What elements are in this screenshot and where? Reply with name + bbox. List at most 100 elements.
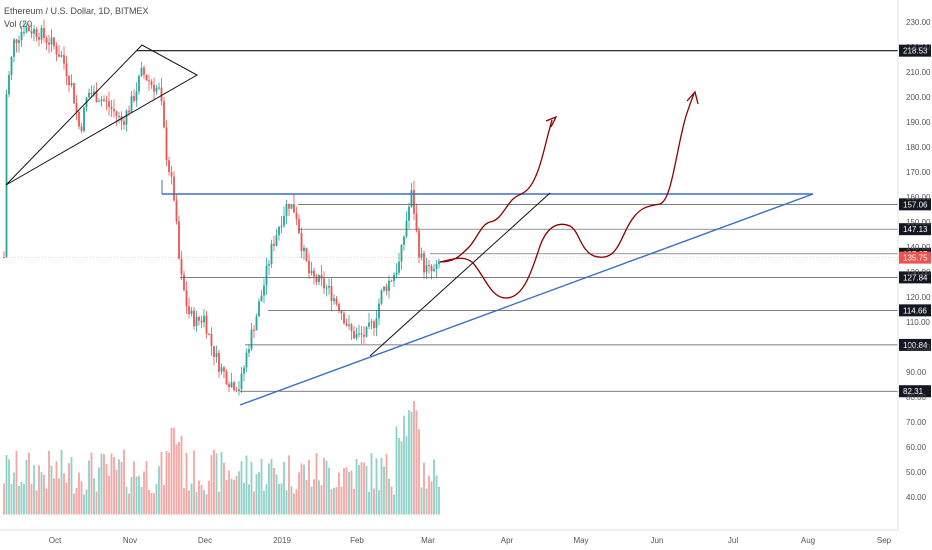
time-tick-label: Jun	[651, 536, 664, 545]
volume-bar	[8, 459, 10, 515]
candle-body	[173, 176, 175, 201]
candle-body	[250, 329, 253, 350]
candle-body	[433, 268, 435, 272]
candle-body	[65, 63, 68, 77]
candle-body	[5, 94, 8, 258]
candle-body	[395, 272, 398, 275]
volume-bar	[233, 479, 235, 515]
candle-body	[193, 310, 195, 327]
projection-arrowhead-long	[686, 90, 699, 105]
volume-bar	[355, 459, 358, 515]
volume-bar	[5, 454, 8, 515]
volume-bar	[373, 488, 375, 515]
volume-bar	[368, 491, 370, 515]
candle-body	[325, 287, 328, 289]
volume-bar	[353, 488, 355, 515]
volume-bar	[358, 464, 360, 515]
candle-body	[345, 323, 348, 326]
volume-bar	[300, 463, 303, 515]
candle-body	[303, 247, 305, 252]
volume-bar	[125, 486, 128, 515]
time-tick-label: 2019	[273, 536, 291, 545]
candle-body	[298, 219, 300, 234]
candle-body	[300, 233, 303, 252]
volume-bar	[388, 478, 390, 515]
volume-bar	[408, 410, 410, 515]
price-tick-label: 190.00	[906, 118, 931, 127]
volume-bar	[288, 455, 290, 515]
candle-body	[360, 333, 363, 335]
volume-bar	[228, 470, 230, 515]
candle-body	[358, 333, 360, 335]
candle-body	[240, 373, 243, 390]
candle-body	[348, 324, 350, 326]
volume-bar	[325, 460, 328, 515]
price-level-tag	[899, 44, 931, 57]
price-tick-label: 40.00	[906, 493, 927, 502]
volume-bar	[295, 489, 298, 515]
volume-bar	[80, 481, 83, 515]
volume-bar	[390, 486, 393, 515]
candle-body	[188, 306, 190, 315]
volume-bar	[153, 493, 155, 515]
volume-bar	[313, 479, 315, 515]
candle-body	[128, 110, 130, 113]
candle-body	[70, 83, 73, 86]
volume-bar	[410, 411, 413, 515]
volume-bar	[55, 461, 58, 515]
candle-body	[343, 313, 345, 324]
time-tick-label: Nov	[123, 536, 137, 545]
volume-bar	[435, 475, 438, 515]
candle-body	[60, 55, 63, 57]
volume-indicator-label: Vol (20	[4, 19, 33, 29]
candle-body	[253, 329, 255, 331]
candle-body	[130, 96, 133, 113]
candle-body	[140, 67, 143, 77]
volume-bar	[158, 466, 160, 515]
candle-body	[158, 87, 160, 89]
projection-arrowhead-short	[545, 115, 558, 128]
candle-body	[435, 264, 438, 269]
volume-bar	[43, 474, 45, 515]
volume-bar	[318, 480, 320, 515]
candle-body	[93, 91, 95, 95]
volume-bar	[165, 451, 168, 515]
volume-bar	[425, 488, 428, 515]
candle-body	[88, 92, 90, 98]
candle-body	[235, 390, 238, 392]
volume-bar	[375, 458, 378, 515]
volume-bar	[253, 491, 255, 515]
volume-bar	[275, 474, 278, 515]
volume-bar	[95, 491, 98, 515]
candle-body	[393, 274, 395, 281]
candle-body	[40, 28, 43, 40]
candle-body	[150, 81, 153, 85]
triangle-pattern	[5, 44, 199, 186]
volume-bar	[225, 479, 228, 515]
price-tick-label: 130.00	[906, 268, 931, 277]
candle-body	[355, 334, 358, 339]
volume-bar	[290, 486, 293, 515]
candle-body	[10, 56, 13, 76]
candle-body	[288, 203, 290, 209]
candle-body	[63, 55, 65, 64]
volume-bar	[133, 461, 135, 515]
time-tick-label: May	[573, 536, 588, 545]
candle-body	[213, 346, 215, 357]
candle-body	[168, 160, 170, 173]
volume-bar	[238, 471, 240, 515]
volume-bar	[415, 410, 418, 515]
candle-body	[18, 40, 20, 44]
volume-bar	[350, 470, 353, 515]
volume-bar	[380, 457, 383, 515]
volume-bar	[10, 483, 13, 515]
volume-bar	[85, 489, 88, 515]
volume-bar	[420, 487, 423, 515]
candle-body	[200, 320, 203, 323]
volume-bar	[438, 486, 440, 515]
volume-bar	[25, 459, 28, 515]
candle-body	[148, 80, 150, 82]
volume-bar	[423, 462, 425, 515]
candle-body	[133, 96, 135, 101]
